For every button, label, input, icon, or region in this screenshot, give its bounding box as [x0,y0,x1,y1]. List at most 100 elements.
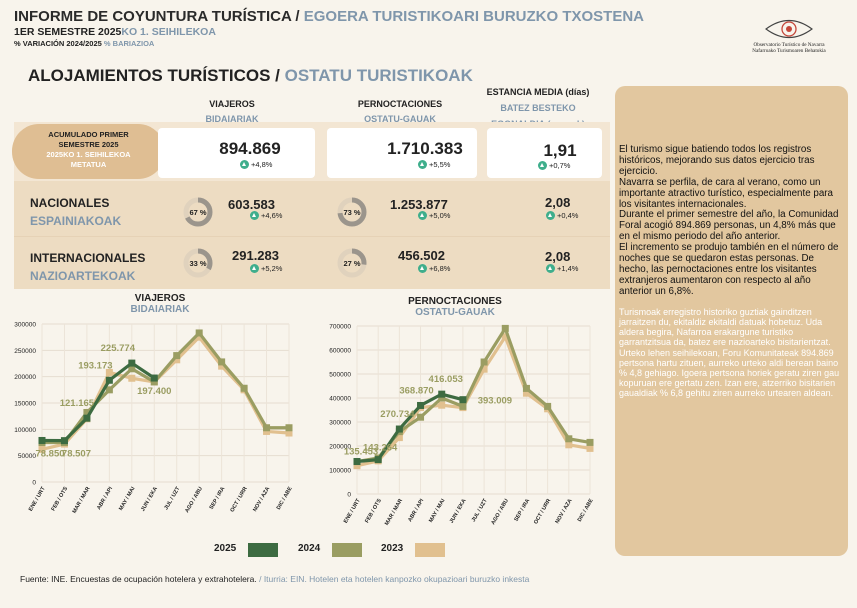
x-tick-label: NOV / AZA [252,486,271,513]
col-header-pernoctaciones: PERNOCTACIONES OSTATU-GAUAK [357,99,443,124]
x-tick-label: JUN / EKA [140,486,159,513]
data-point-2025 [60,437,68,445]
up-arrow-icon [546,263,555,273]
data-label: 121.165 [60,398,95,409]
eye-logo-icon [765,19,813,39]
variation-note: % VARIACIÓN 2024/2025 % BARIAZIOA [14,39,155,48]
chart-title-pernoctaciones: PERNOCTACIONES OSTATU-GAUAK [408,296,502,318]
data-point-2024 [83,408,91,416]
data-point-2023 [501,333,509,341]
donut-nacionales-pernoctaciones: 73 % [337,197,367,227]
y-tick-label: 300000 [329,420,351,427]
y-tick-label: 300000 [14,322,36,329]
total-estancia: 1,91 [543,141,577,160]
up-arrow-icon [250,263,259,273]
internacionales-estancia: 2,08 [545,249,571,264]
total-estancia-var: +0,7% [538,160,570,171]
up-arrow-icon [538,160,547,170]
data-label: 225.774 [101,343,136,354]
donut-internacionales-viajeros: 33 % [183,248,213,278]
data-point-2024 [150,378,158,386]
data-point-2023 [395,434,403,442]
x-tick-label: JUN / EKA [449,498,468,525]
total-viajeros-var: +4,8% [240,159,272,170]
x-tick-label: AGO / ABU [490,498,510,526]
internacionales-pernoctaciones-var: +6,8% [418,263,450,274]
y-tick-label: 100000 [329,468,351,475]
report-subtitle: 1ER SEMESTRE 2025KO 1. SEIHILEKOA [14,26,216,38]
internacionales-viajeros: 291.283 [232,248,279,263]
chart-title-viajeros: VIAJEROS BIDAIARIAK [130,293,190,315]
data-point-2025 [105,376,113,384]
x-tick-label: OCT / URR [533,498,552,525]
x-tick-label: ENE / URT [343,497,362,524]
logo-text-es: Observatorio Turístico de Navarra [753,42,825,48]
y-tick-label: 700000 [329,324,351,331]
x-tick-label: OCT / URR [230,486,249,513]
data-point-2024 [105,386,113,394]
section-title: ALOJAMIENTOS TURÍSTICOS / OSTATU TURISTI… [28,66,473,85]
data-point-2023 [263,427,271,435]
legend-swatch-2025 [248,543,278,557]
data-label: 135.453 [344,446,378,457]
x-tick-label: JUL / UZT [471,497,489,523]
x-tick-label: FEB / OTS [51,486,70,513]
data-point-2025 [150,374,158,382]
data-point-2025 [353,457,361,465]
donut-internacionales-pernoctaciones: 27 % [337,248,367,278]
x-tick-label: SEP / IRA [209,486,227,511]
series-line-2025 [41,361,156,443]
commentary-es-4: El incremento se produjo también en el n… [619,242,839,297]
total-pernoctaciones-var: +5,5% [418,159,450,170]
data-label: 78.850 [35,448,64,459]
x-tick-label: NOV / AZA [555,498,574,525]
data-point-2024 [240,384,248,392]
card-estancia [487,128,602,178]
legend-swatch-2024 [332,543,362,557]
nacionales-estancia-var: +0,4% [546,210,578,221]
y-tick-label: 0 [32,480,36,487]
data-point-2024 [501,324,509,332]
y-tick-label: 250000 [14,348,36,355]
internacionales-viajeros-var: +5,2% [250,263,282,274]
row-divider [14,236,610,237]
nacionales-viajeros-var: +4,6% [250,210,282,221]
donut-nacionales-viajeros: 67 % [183,197,213,227]
data-point-2024 [459,402,467,410]
total-viajeros: 894.869 [219,139,281,158]
data-point-2023 [586,444,594,452]
data-label: 143.264 [363,443,398,454]
data-point-2023 [353,462,361,470]
data-point-2023 [195,333,203,341]
internacionales-pernoctaciones: 456.502 [398,248,445,263]
commentary-eu: Turismoak erregistro historiko guztiak g… [619,306,840,399]
data-point-2025 [83,414,91,422]
data-point-2024 [586,438,594,446]
data-point-2023 [565,441,573,449]
data-point-2024 [438,394,446,402]
data-point-2023 [522,389,530,397]
x-tick-label: AGO / ABU [184,486,204,514]
x-tick-label: ENE / URT [28,485,47,512]
commentary-es-1: El turismo sigue batiendo todos los regi… [619,144,815,177]
legend-item-2024: 2024 [298,543,321,554]
data-label: 368.870 [399,385,433,396]
data-point-2025 [128,359,136,367]
chart-viajeros: 0 50000 100000 150000 200000 250000 300000 ENE … [14,322,294,515]
col-header-viajeros: VIAJEROS BIDAIARIAK [205,99,259,124]
legend-item-2025: 2025 [214,543,237,554]
legend-swatch-2023 [415,543,445,557]
y-tick-label: 500000 [329,372,351,379]
y-tick-label: 400000 [329,396,351,403]
y-tick-label: 0 [347,492,351,499]
report-title-eu: EGOERA TURISTIKOARI BURUZKO TXOSTENA [303,8,645,25]
svg-text:33 %: 33 % [189,259,206,268]
x-tick-label: FEB / OTS [364,498,383,525]
data-point-2025 [395,425,403,433]
data-label: 197.400 [137,386,171,397]
nacionales-estancia: 2,08 [545,195,571,210]
data-point-2024 [173,352,181,360]
source-note: Fuente: INE. Encuestas de ocupación hote… [20,574,530,584]
row-label-internacionales: INTERNACIONALES NAZIOARTEKOAK [30,251,146,283]
data-point-2025 [417,401,425,409]
